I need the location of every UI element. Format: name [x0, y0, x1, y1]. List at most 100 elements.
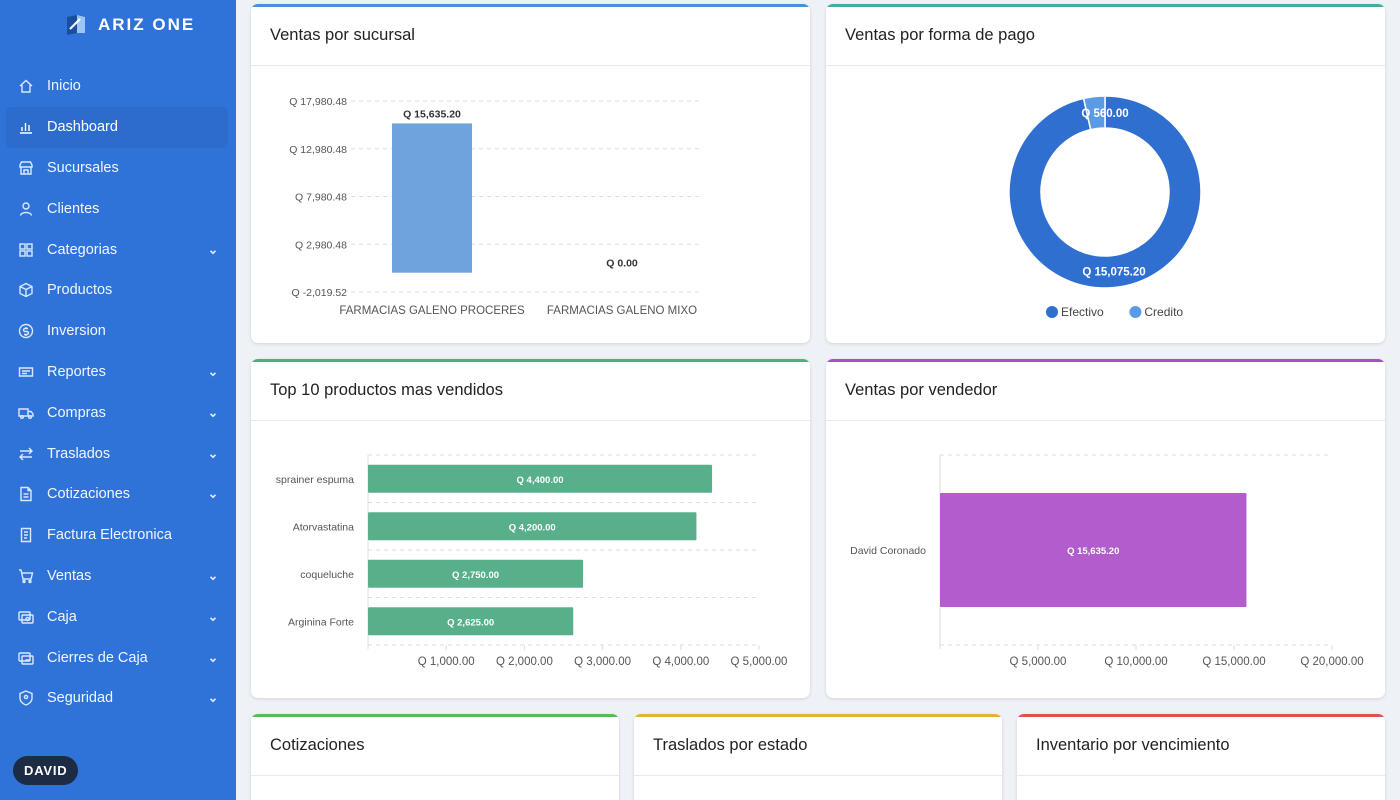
cart-icon: [17, 567, 35, 585]
bar: [368, 512, 697, 541]
card-accent: [826, 359, 1385, 362]
bar: [940, 493, 1247, 607]
y-tick-label: coqueluche: [300, 569, 354, 581]
sidebar-item-cierres-de-caja[interactable]: Cierres de Caja: [6, 637, 228, 678]
chevron-down-icon[interactable]: [208, 449, 218, 459]
sidebar-item-label: Inicio: [47, 78, 81, 95]
sidebar-nav: Inicio Dashboard Sucursales Clientes Categor…: [6, 66, 228, 719]
sidebar-item-ventas[interactable]: Ventas: [6, 556, 228, 597]
report-icon: [17, 363, 35, 381]
chevron-down-icon[interactable]: [208, 571, 218, 581]
coin-icon: [17, 322, 35, 340]
bar: [368, 559, 584, 588]
store-icon: [17, 159, 35, 177]
sidebar-item-seguridad[interactable]: Seguridad: [6, 678, 228, 719]
divider: [251, 420, 810, 421]
card-traslados-estado: Traslados por estado: [634, 714, 1002, 800]
chevron-down-icon[interactable]: [208, 367, 218, 377]
sidebar-item-label: Factura Electronica: [47, 527, 172, 544]
sidebar-item-reportes[interactable]: Reportes: [6, 352, 228, 393]
y-tick-label: Q 17,980.48: [289, 96, 347, 108]
data-label: Q 4,200.00: [509, 522, 556, 533]
sidebar-item-dashboard[interactable]: Dashboard: [6, 106, 228, 148]
card-ventas-vendedor: Ventas por vendedor Q 5,000.00 Q 10,000.0…: [826, 359, 1385, 698]
transfer-icon: [17, 445, 35, 463]
x-tick-label: Q 4,000.00: [652, 656, 709, 668]
bar: [368, 607, 574, 636]
y-tick-label: Atorvastatina: [293, 521, 354, 533]
sidebar-item-label: Traslados: [47, 445, 111, 462]
data-label: Q 4,400.00: [517, 475, 564, 486]
chevron-down-icon[interactable]: [208, 245, 218, 255]
card-inventario-vencimiento: Inventario por vencimiento: [1017, 714, 1385, 800]
card-cotizaciones: Cotizaciones: [251, 714, 619, 800]
sidebar-item-inversion[interactable]: Inversion: [6, 311, 228, 352]
pie-slice: [1082, 95, 1106, 131]
divider: [634, 775, 1002, 776]
sidebar-item-caja[interactable]: Caja: [6, 596, 228, 637]
sidebar-item-label: Clientes: [47, 200, 100, 217]
chart-icon: [17, 118, 35, 136]
y-tick-label: Arginina Forte: [288, 616, 354, 628]
y-tick-label: David Coronado: [850, 545, 926, 557]
data-label: Q 15,635.20: [403, 108, 461, 120]
chevron-down-icon[interactable]: [208, 693, 218, 703]
x-tick-label: Q 3,000.00: [574, 656, 631, 668]
sidebar-item-productos[interactable]: Productos: [6, 270, 228, 311]
divider: [251, 775, 619, 776]
card-accent: [251, 359, 810, 362]
truck-icon: [17, 404, 35, 422]
x-tick-label: Q 10,000.00: [1104, 656, 1167, 668]
legend-label: Efectivo: [1061, 305, 1104, 319]
bar: [392, 123, 472, 273]
document-icon: [17, 485, 35, 503]
cash-close-icon: [17, 649, 35, 667]
card-title: Cotizaciones: [270, 736, 365, 754]
user-badge[interactable]: DAVID: [13, 756, 79, 785]
card-accent: [251, 714, 619, 717]
data-label: Q 2,625.00: [447, 617, 494, 628]
pie-slice: [1008, 95, 1202, 289]
home-icon: [17, 77, 35, 95]
chevron-down-icon[interactable]: [208, 408, 218, 418]
card-ventas-sucursal: Ventas por sucursal Q 17,980.48 Q 12,980.…: [251, 4, 810, 343]
sidebar-item-label: Compras: [47, 404, 106, 421]
sidebar-item-label: Productos: [47, 282, 113, 299]
card-accent: [251, 4, 810, 7]
y-tick-label: sprainer espuma: [276, 474, 354, 486]
sidebar-item-inicio[interactable]: Inicio: [6, 66, 228, 107]
x-tick-label: FARMACIAS GALENO MIXO: [547, 305, 697, 317]
sidebar-item-label: Categorias: [47, 241, 118, 258]
chart-top-productos: Q 1,000.00 Q 2,000.00 Q 3,000.00 Q 4,000.00…: [276, 454, 787, 668]
sidebar-item-cotizaciones[interactable]: Cotizaciones: [6, 474, 228, 515]
divider: [251, 65, 810, 66]
chevron-down-icon[interactable]: [208, 489, 218, 499]
data-label: Q 15,635.20: [1067, 546, 1119, 557]
sidebar-item-traslados[interactable]: Traslados: [6, 433, 228, 474]
sidebar-item-factura-electronica[interactable]: Factura Electronica: [6, 515, 228, 556]
sidebar-item-compras[interactable]: Compras: [6, 392, 228, 433]
x-tick-label: Q 15,000.00: [1202, 656, 1265, 668]
sidebar-item-label: Reportes: [47, 363, 106, 380]
chevron-down-icon[interactable]: [208, 612, 218, 622]
chevron-down-icon[interactable]: [208, 653, 218, 663]
sidebar-item-categorias[interactable]: Categorias: [6, 229, 228, 270]
sidebar-item-label: Sucursales: [47, 159, 119, 176]
data-label: Q 15,075.20: [1082, 266, 1145, 278]
data-label: Q 2,750.00: [452, 570, 499, 581]
x-tick-label: FARMACIAS GALENO PROCERES: [339, 305, 525, 317]
sidebar-item-sucursales[interactable]: Sucursales: [6, 148, 228, 189]
brand-logo[interactable]: ARIZ ONE: [64, 12, 195, 38]
brand-name: ARIZ ONE: [98, 15, 196, 34]
y-tick-label: Q 12,980.48: [289, 144, 347, 156]
legend-marker: [1046, 306, 1058, 318]
sidebar-item-clientes[interactable]: Clientes: [6, 188, 228, 229]
card-title: Ventas por vendedor: [845, 381, 998, 399]
logo-icon: [67, 15, 85, 35]
x-tick-label: Q 5,000.00: [1010, 656, 1067, 668]
y-tick-label: Q 2,980.48: [295, 239, 347, 251]
legend-label: Credito: [1144, 305, 1183, 319]
divider: [826, 65, 1385, 66]
bar: [368, 464, 713, 493]
divider: [826, 420, 1385, 421]
